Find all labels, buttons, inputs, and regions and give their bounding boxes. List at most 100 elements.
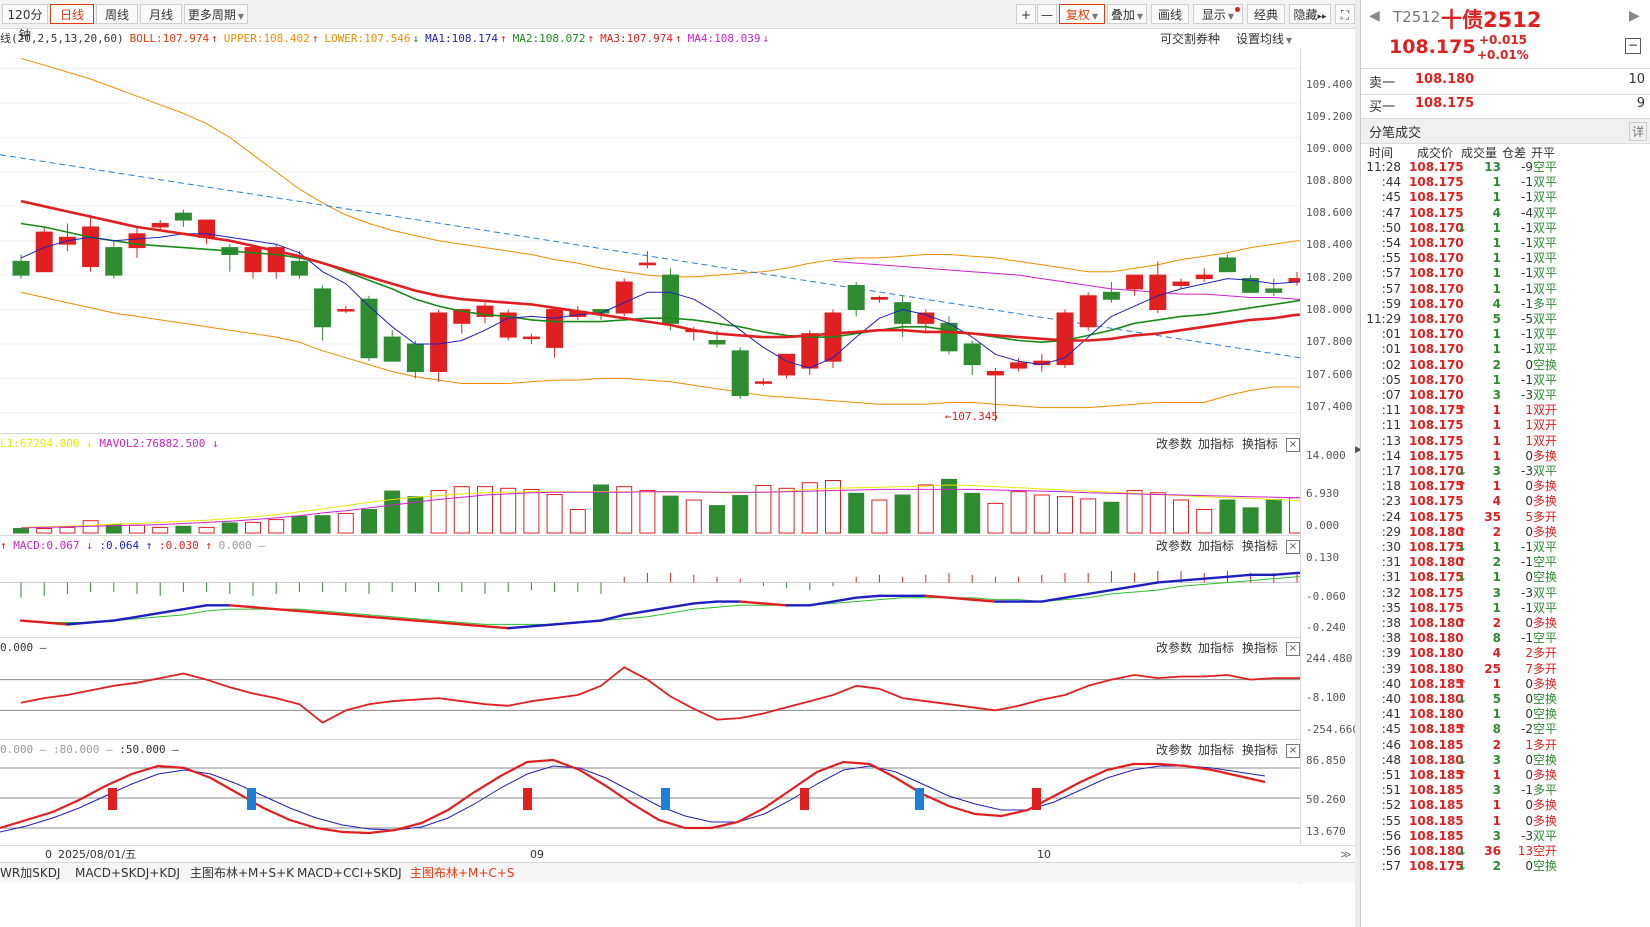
hide-label: 隐藏 bbox=[1293, 8, 1318, 22]
fuquan-dropdown[interactable]: 复权 ▼ bbox=[1059, 4, 1105, 24]
macd-switch-button[interactable]: 换指标 bbox=[1242, 539, 1279, 553]
volume-add-button[interactable]: 加指标 bbox=[1198, 437, 1235, 451]
display-dropdown[interactable]: 显示 ▼ bbox=[1193, 4, 1243, 24]
kdj-buy-signal bbox=[523, 788, 532, 810]
volume-bar bbox=[152, 526, 169, 534]
trade-price: 108.175 bbox=[1409, 175, 1464, 190]
trades-list[interactable]: 11:28 108.175 13 -9 空平:44 108.175 1 -1 双平:45 108.… bbox=[1361, 160, 1650, 927]
low-price-annotation: ←107.345 bbox=[945, 410, 998, 423]
next-contract-icon[interactable]: ▶ bbox=[1629, 8, 1640, 24]
up-arrow-icon: ↑ bbox=[1457, 403, 1468, 418]
close-icon[interactable]: × bbox=[1286, 540, 1300, 554]
hide-button[interactable]: 隐藏▸▸ bbox=[1289, 4, 1331, 24]
trade-oi-change: -1 bbox=[1521, 540, 1533, 554]
x-tick: 10 bbox=[1037, 848, 1051, 861]
trade-time: :17 bbox=[1381, 464, 1401, 478]
period-daily[interactable]: 日线 bbox=[50, 4, 94, 24]
collapse-arrow-icon[interactable]: ▶ bbox=[1355, 445, 1362, 455]
macd-dif-segment bbox=[182, 604, 208, 611]
candle bbox=[1126, 274, 1144, 290]
trade-open-close: 双平 bbox=[1533, 281, 1558, 296]
close-icon[interactable]: × bbox=[1286, 438, 1300, 452]
vol-tick: 6.930 bbox=[1306, 487, 1340, 500]
trade-volume: 1 bbox=[1492, 236, 1501, 250]
volume-switch-button[interactable]: 换指标 bbox=[1242, 437, 1279, 451]
volume-bar bbox=[384, 490, 401, 534]
tab-boll-m-s-k[interactable]: 主图布林+M+S+K bbox=[190, 866, 295, 880]
tradable-bonds-link[interactable]: 可交割券种 bbox=[1160, 32, 1221, 46]
macd-dif-segment bbox=[344, 613, 371, 618]
candlestick-chart[interactable] bbox=[0, 0, 1300, 845]
trade-volume: 1 bbox=[1492, 372, 1501, 387]
zoom-out-button[interactable]: — bbox=[1037, 4, 1057, 24]
overlay-dropdown[interactable]: 叠加 ▼ bbox=[1107, 4, 1147, 24]
trade-time: :05 bbox=[1381, 372, 1401, 387]
classic-button[interactable]: 经典 bbox=[1247, 4, 1285, 24]
minimize-icon[interactable]: − bbox=[1625, 38, 1641, 54]
trade-oi-change: -1 bbox=[1521, 220, 1533, 235]
trade-volume: 1 bbox=[1492, 190, 1501, 205]
down-arrow-icon: ↓ bbox=[79, 437, 100, 450]
cci-switch-button[interactable]: 换指标 bbox=[1242, 641, 1279, 655]
close-icon[interactable]: × bbox=[1286, 642, 1300, 656]
tab-macd-cci-skdj[interactable]: MACD+CCI+SKDJ bbox=[297, 866, 402, 880]
tab-wr-skdj[interactable]: WR加SKDJ bbox=[0, 866, 61, 880]
up-arrow-icon: ↑ bbox=[1457, 524, 1468, 539]
price-change: +0.015 bbox=[1479, 33, 1528, 47]
trade-volume: 1 bbox=[1492, 676, 1501, 691]
trade-time: :55 bbox=[1381, 813, 1401, 828]
trade-row: :30 108.175 1 -1 双平 ↓ bbox=[1361, 540, 1650, 555]
trades-detail-button[interactable]: 详 bbox=[1628, 122, 1647, 141]
macd-dif-segment bbox=[321, 611, 347, 617]
volume-bar bbox=[964, 492, 981, 534]
candle bbox=[801, 333, 819, 369]
down-arrow-icon: ↓ bbox=[762, 32, 770, 45]
kdj-param-button[interactable]: 改参数 bbox=[1156, 743, 1193, 757]
trade-price: 108.175 bbox=[1409, 859, 1464, 874]
more-period-dropdown[interactable]: 更多周期 ▼ bbox=[184, 4, 248, 24]
panel-splitter[interactable]: ▶ bbox=[1355, 0, 1362, 927]
trade-row: :45 108.175 1 -1 双平 bbox=[1361, 190, 1650, 205]
macd-dif-segment bbox=[275, 607, 301, 613]
trade-oi-change: 1 bbox=[1525, 737, 1533, 752]
ma2-line bbox=[20, 222, 1300, 344]
volume-bar bbox=[1057, 496, 1073, 534]
scroll-right-icon[interactable]: ≫ bbox=[1340, 848, 1352, 861]
draw-line-button[interactable]: 画线 bbox=[1151, 4, 1189, 24]
candle bbox=[82, 226, 100, 268]
macd-dif-segment bbox=[1272, 571, 1299, 577]
tab-macd-skdj-kdj[interactable]: MACD+SKDJ+KDJ bbox=[75, 866, 180, 880]
upper-value: UPPER:108.402 bbox=[223, 32, 310, 45]
volume-param-button[interactable]: 改参数 bbox=[1156, 437, 1193, 451]
kdj-tick: 50.260 bbox=[1306, 793, 1346, 806]
zoom-in-button[interactable]: + bbox=[1016, 4, 1036, 24]
candle bbox=[430, 312, 448, 372]
fullscreen-icon[interactable]: ⛶ bbox=[1335, 4, 1355, 24]
macd-dif-segment bbox=[19, 619, 46, 624]
volume-bar bbox=[755, 485, 772, 534]
period-120min[interactable]: 120分钟 bbox=[2, 4, 48, 42]
col-oi-change: 仓差 bbox=[1502, 146, 1527, 160]
volume-bar bbox=[314, 515, 331, 534]
trade-price: 108.185 bbox=[1409, 737, 1464, 752]
cci-add-button[interactable]: 加指标 bbox=[1198, 641, 1235, 655]
kdj-switch-button[interactable]: 换指标 bbox=[1242, 743, 1279, 757]
y-axis-divider bbox=[1300, 48, 1301, 884]
volume-bar bbox=[1265, 498, 1282, 534]
macd-add-button[interactable]: 加指标 bbox=[1198, 539, 1235, 553]
tab-boll-m-c-s[interactable]: 主图布林+M+C+S bbox=[410, 866, 515, 880]
cci-param-button[interactable]: 改参数 bbox=[1156, 641, 1193, 655]
trade-volume: 1 bbox=[1492, 327, 1501, 342]
close-icon[interactable]: × bbox=[1286, 744, 1300, 758]
kdj-add-button[interactable]: 加指标 bbox=[1198, 743, 1235, 757]
macd-param-button[interactable]: 改参数 bbox=[1156, 539, 1193, 553]
period-monthly[interactable]: 月线 bbox=[140, 4, 182, 24]
ma-setting-dropdown[interactable]: 设置均线 ▼ bbox=[1236, 30, 1292, 48]
bid-row: 买一 108.175 9 bbox=[1361, 96, 1650, 116]
prev-contract-icon[interactable]: ◀ bbox=[1369, 8, 1380, 24]
period-weekly[interactable]: 周线 bbox=[96, 4, 138, 24]
trade-time: :23 bbox=[1381, 494, 1401, 509]
trade-volume: 4 bbox=[1492, 494, 1501, 509]
trade-volume: 36 bbox=[1484, 844, 1501, 858]
candle bbox=[337, 309, 355, 312]
